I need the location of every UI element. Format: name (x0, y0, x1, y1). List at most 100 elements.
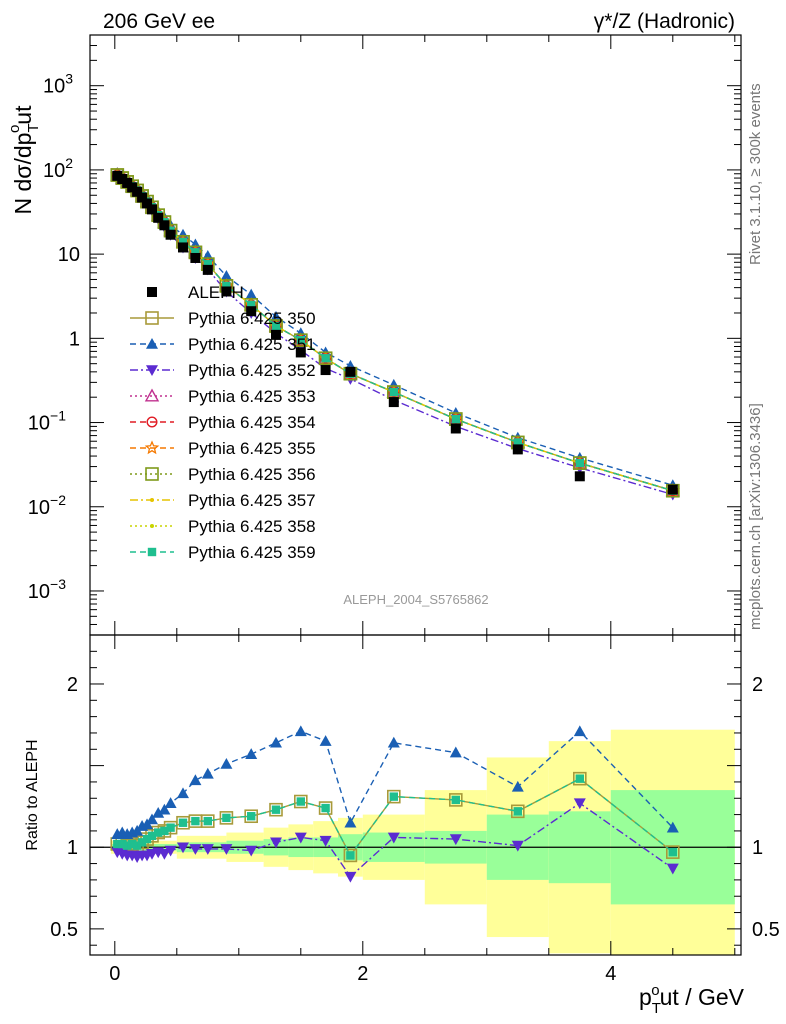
legend-label: Pythia 6.425 356 (188, 465, 316, 484)
ratio-y-tick-label-right: 0.5 (752, 919, 780, 941)
ratio-series-marker (666, 821, 679, 833)
aleph-data-point (132, 186, 143, 197)
main-series-marker (177, 228, 189, 240)
ratio-series-marker (573, 725, 586, 737)
main-series-marker (222, 281, 231, 291)
ratio-series-marker (269, 802, 283, 817)
aleph-data-point (320, 365, 331, 376)
ratio-series-marker (160, 826, 169, 836)
ratio-series-marker (201, 844, 214, 855)
legend-label: Pythia 6.425 353 (188, 387, 316, 406)
x-tick-label: 0 (109, 963, 120, 985)
legend-marker (145, 311, 159, 325)
aleph-data-point (388, 397, 399, 408)
aleph-data-point (165, 229, 176, 240)
main-y-tick-label: 103 (43, 71, 73, 98)
main-series-marker (513, 438, 522, 447)
ratio-series-marker (113, 839, 122, 849)
legend-label: Pythia 6.425 355 (188, 439, 316, 458)
ratio-series-marker (191, 816, 200, 826)
aleph-data-layer (112, 170, 678, 495)
ratio-y-tick-label-right: 2 (752, 674, 763, 696)
ratio-y-axis-label: Ratio to ALEPH (24, 739, 41, 850)
aleph-data-point (147, 204, 157, 215)
main-series-marker (245, 288, 258, 300)
header-left: 206 GeV ee (103, 10, 215, 33)
legend-marker (150, 498, 154, 502)
ratio-series-marker (147, 831, 157, 841)
x-tick-label: 2 (357, 963, 368, 985)
ratio-series-marker (387, 832, 400, 844)
ratio-series-marker (127, 839, 137, 849)
ratio-series-marker (247, 812, 256, 821)
aleph-data-point (667, 484, 678, 495)
ratio-series-marker (118, 839, 127, 849)
ratio-series-marker (319, 835, 332, 847)
main-series-marker (293, 333, 308, 348)
ratio-series-marker (164, 797, 177, 808)
ratio-series-marker (220, 757, 233, 769)
ratio-y-tick-label-right: 1 (752, 837, 763, 859)
aleph-data-point (271, 329, 281, 340)
aleph-data-point (246, 306, 257, 317)
ratio-series-marker (166, 823, 175, 832)
ratio-series-marker (158, 803, 171, 815)
ratio-series-marker (271, 805, 281, 814)
ratio-series-marker (189, 844, 202, 855)
ratio-frame-box (89, 634, 742, 956)
aleph-data-point (574, 471, 585, 482)
aleph-data-point (190, 252, 201, 263)
legend-aleph-marker (147, 287, 157, 297)
ratio-series-marker (222, 813, 231, 823)
ratio-series-marker (318, 801, 333, 815)
main-series-marker (389, 387, 398, 397)
ratio-series-marker (389, 792, 398, 801)
aleph-data-point (159, 220, 170, 231)
ratio-series-marker (158, 848, 171, 860)
ratio-series-marker (575, 774, 584, 783)
ratio-series-marker (666, 863, 679, 875)
x-tick-label: 4 (605, 963, 616, 985)
ratio-series-marker (270, 736, 282, 748)
legend-label: Pythia 6.425 358 (188, 517, 316, 536)
ratio-series-marker (321, 803, 330, 813)
ratio-series-marker (511, 840, 524, 852)
legend-label: Pythia 6.425 352 (188, 361, 316, 380)
main-series-marker (572, 456, 587, 470)
legend-marker (147, 547, 157, 557)
main-y-tick-label: 10 (58, 244, 80, 266)
ratio-series-marker (203, 816, 212, 826)
ratio-series-marker (142, 834, 152, 844)
ratio-series-marker (293, 794, 308, 809)
ratio-series-marker (177, 787, 189, 799)
legend-marker (146, 416, 158, 428)
ratio-series-marker (245, 845, 258, 857)
main-y-axis: 10−3 10−2 10−1 1 10 102 103 (28, 34, 741, 636)
ratio-series-marker (123, 841, 132, 850)
main-series-marker (451, 414, 460, 424)
header-right: γ*/Z (Hadronic) (594, 10, 735, 33)
main-y-tick-label: 102 (43, 155, 73, 182)
uncertainty-bands (111, 729, 735, 955)
legend-label: Pythia 6.425 359 (188, 543, 316, 562)
ratio-series-marker (572, 771, 587, 786)
main-y-tick-label: 10−3 (28, 576, 66, 603)
ratio-series-marker (132, 841, 142, 850)
ratio-series-marker (668, 847, 677, 857)
ratio-series-marker (344, 871, 357, 883)
main-series-marker (271, 321, 281, 331)
main-series-marker (270, 310, 282, 322)
ratio-series-marker (665, 845, 680, 859)
ratio-series-marker (513, 807, 522, 816)
ratio-series-marker (178, 818, 188, 827)
ratio-series-marker (319, 735, 332, 746)
legend-label: Pythia 6.425 351 (188, 335, 316, 354)
main-y-tick-label: 10−1 (28, 408, 66, 435)
aleph-data-point (202, 264, 213, 275)
ratio-series-marker (294, 725, 307, 737)
ratio-x-axis: 0 2 4 (109, 635, 736, 985)
ratio-series-marker (189, 774, 202, 786)
main-y-tick-label: 1 (69, 328, 80, 350)
ratio-series-marker (152, 806, 165, 818)
ratio-series-marker (346, 851, 355, 860)
